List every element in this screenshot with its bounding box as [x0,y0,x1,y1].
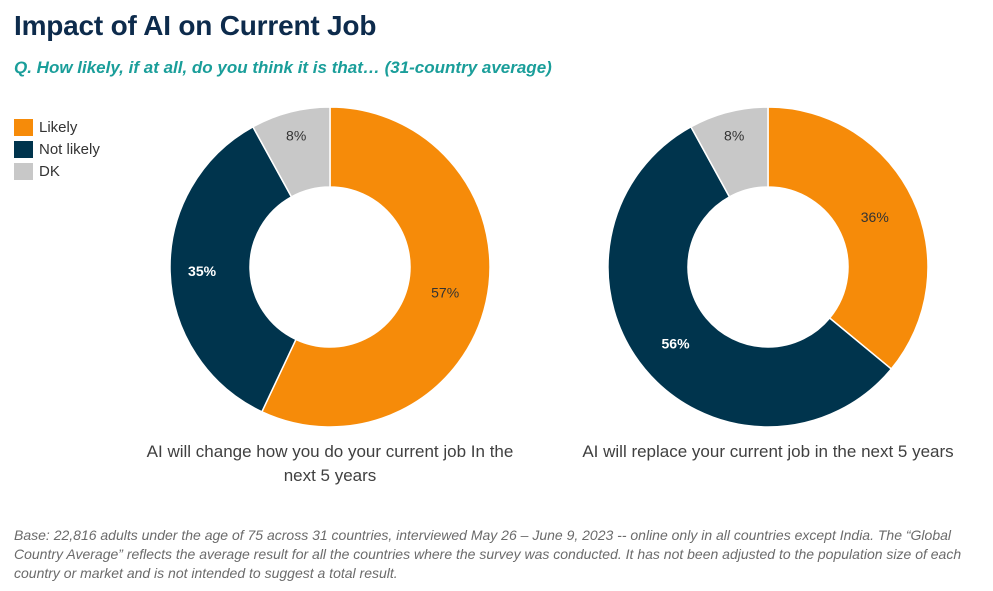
legend-swatch-dk [14,162,33,180]
legend: Likely Not likely DK [14,116,100,182]
legend-swatch-not-likely [14,140,33,158]
chart-2-label-not-likely: 56% [662,335,691,351]
chart-2-label-likely: 36% [861,209,889,225]
chart-1-slice-dk [251,106,331,198]
chart-1-caption: AI will change how you do your current j… [146,442,514,485]
chart-2-caption: AI will replace your current job in the … [582,442,954,461]
chart-1-label-dk: 8% [286,127,306,143]
legend-item-dk: DK [14,160,100,182]
legend-item-not-likely: Not likely [14,138,100,160]
donut-charts: 57% 35% 8% 36% 56% 8% [169,106,929,428]
chart-1-label-not-likely: 35% [188,263,217,279]
chart-1-label-likely: 57% [431,285,459,301]
chart-2-slice-likely [767,106,929,371]
legend-label-likely: Likely [39,118,78,136]
chart-1-slice-likely [260,106,491,428]
footnote: Base: 22,816 adults under the age of 75 … [14,527,962,581]
legend-swatch-likely [14,118,33,136]
chart-1-slice-not-likely [169,125,297,413]
legend-item-likely: Likely [14,116,100,138]
legend-label-dk: DK [39,162,60,180]
chart-subtitle: Q. How likely, if at all, do you think i… [14,58,552,77]
legend-label-not-likely: Not likely [39,140,100,158]
chart-2-slice-dk [689,106,769,198]
chart-title: Impact of AI on Current Job [14,10,377,41]
chart-2-label-dk: 8% [724,127,744,143]
chart-2-slice-not-likely [607,125,893,428]
